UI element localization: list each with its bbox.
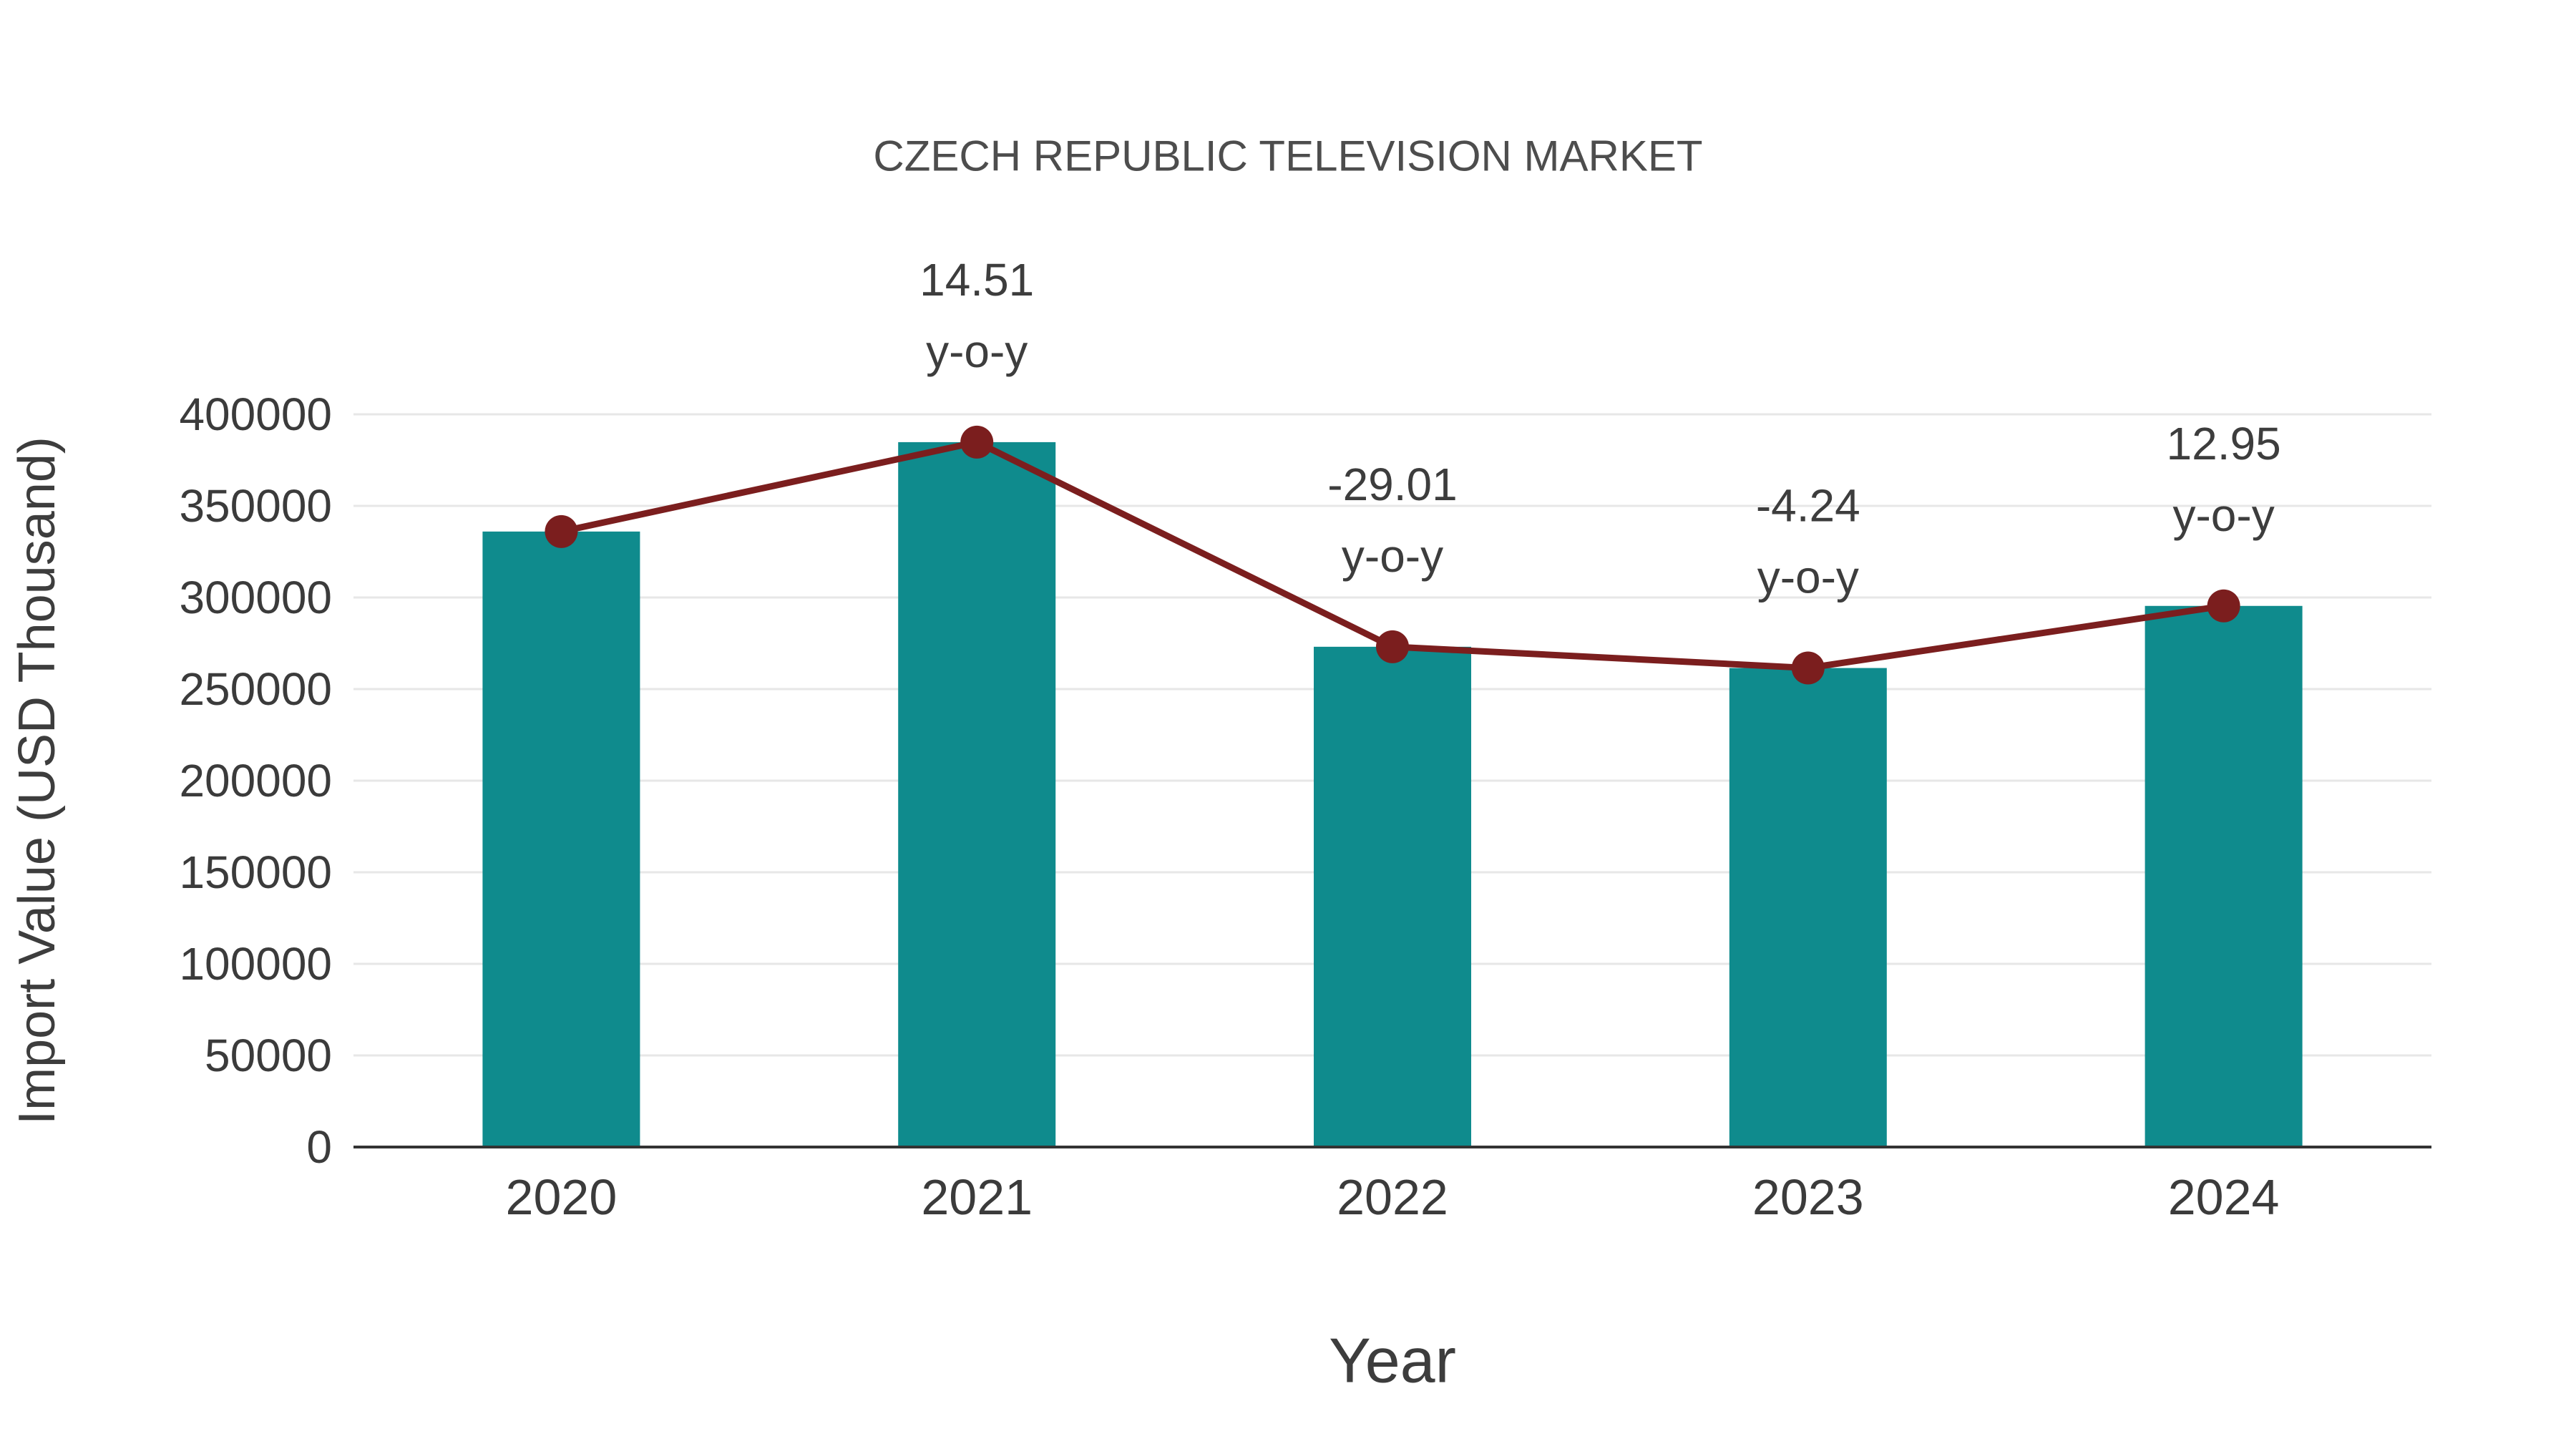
y-tick-label: 400000 bbox=[179, 389, 332, 440]
x-tick-label: 2021 bbox=[921, 1169, 1033, 1225]
x-tick-label: 2023 bbox=[1752, 1169, 1864, 1225]
y-axis-title: Import Value (USD Thousand) bbox=[9, 436, 66, 1125]
trend-point-2024 bbox=[2207, 589, 2240, 623]
annotation-2023-line2: y-o-y bbox=[1757, 552, 1859, 603]
annotation-2021-line2: y-o-y bbox=[926, 326, 1028, 377]
x-axis-title: Year bbox=[1329, 1325, 1456, 1396]
y-tick-label: 250000 bbox=[179, 663, 332, 715]
y-tick-label: 200000 bbox=[179, 755, 332, 806]
y-tick-label: 50000 bbox=[205, 1030, 332, 1081]
annotation-2024-line1: 12.95 bbox=[2167, 418, 2281, 469]
y-tick-label: 150000 bbox=[179, 847, 332, 898]
bars-layer bbox=[482, 441, 2303, 1147]
x-tick-label: 2020 bbox=[506, 1169, 618, 1225]
y-tick-label: 350000 bbox=[179, 480, 332, 532]
bar-2021 bbox=[898, 441, 1056, 1147]
trend-point-2023 bbox=[1791, 651, 1825, 685]
bar-2024 bbox=[2145, 605, 2303, 1147]
line-layer bbox=[545, 425, 2240, 685]
axis-layer: 0 50000 100000 150000 200000 250000 300000 3500… bbox=[179, 389, 2431, 1225]
annotation-2021-line1: 14.51 bbox=[919, 254, 1034, 306]
y-tick-label: 300000 bbox=[179, 572, 332, 623]
bar-2022 bbox=[1314, 646, 1471, 1147]
trend-point-2022 bbox=[1376, 630, 1409, 663]
y-tick-label: 0 bbox=[306, 1121, 332, 1173]
bar-2020 bbox=[482, 531, 640, 1147]
trend-point-2021 bbox=[960, 425, 994, 459]
x-tick-label: 2022 bbox=[1337, 1169, 1448, 1225]
chart-title: CZECH REPUBLIC TELEVISION MARKET bbox=[873, 132, 1702, 180]
annotation-2022-line1: -29.01 bbox=[1327, 459, 1457, 510]
bar-2023 bbox=[1729, 668, 1887, 1147]
annotation-2024-line2: y-o-y bbox=[2172, 489, 2274, 541]
y-tick-label: 100000 bbox=[179, 938, 332, 990]
annotation-2023-line1: -4.24 bbox=[1756, 480, 1860, 532]
annotation-2022-line2: y-o-y bbox=[1342, 530, 1443, 582]
trend-point-2020 bbox=[545, 514, 578, 548]
annotations-layer: 14.51 y-o-y -29.01 y-o-y -4.24 y-o-y 12.95 y-o-… bbox=[919, 254, 2281, 603]
x-tick-label: 2024 bbox=[2168, 1169, 2280, 1225]
